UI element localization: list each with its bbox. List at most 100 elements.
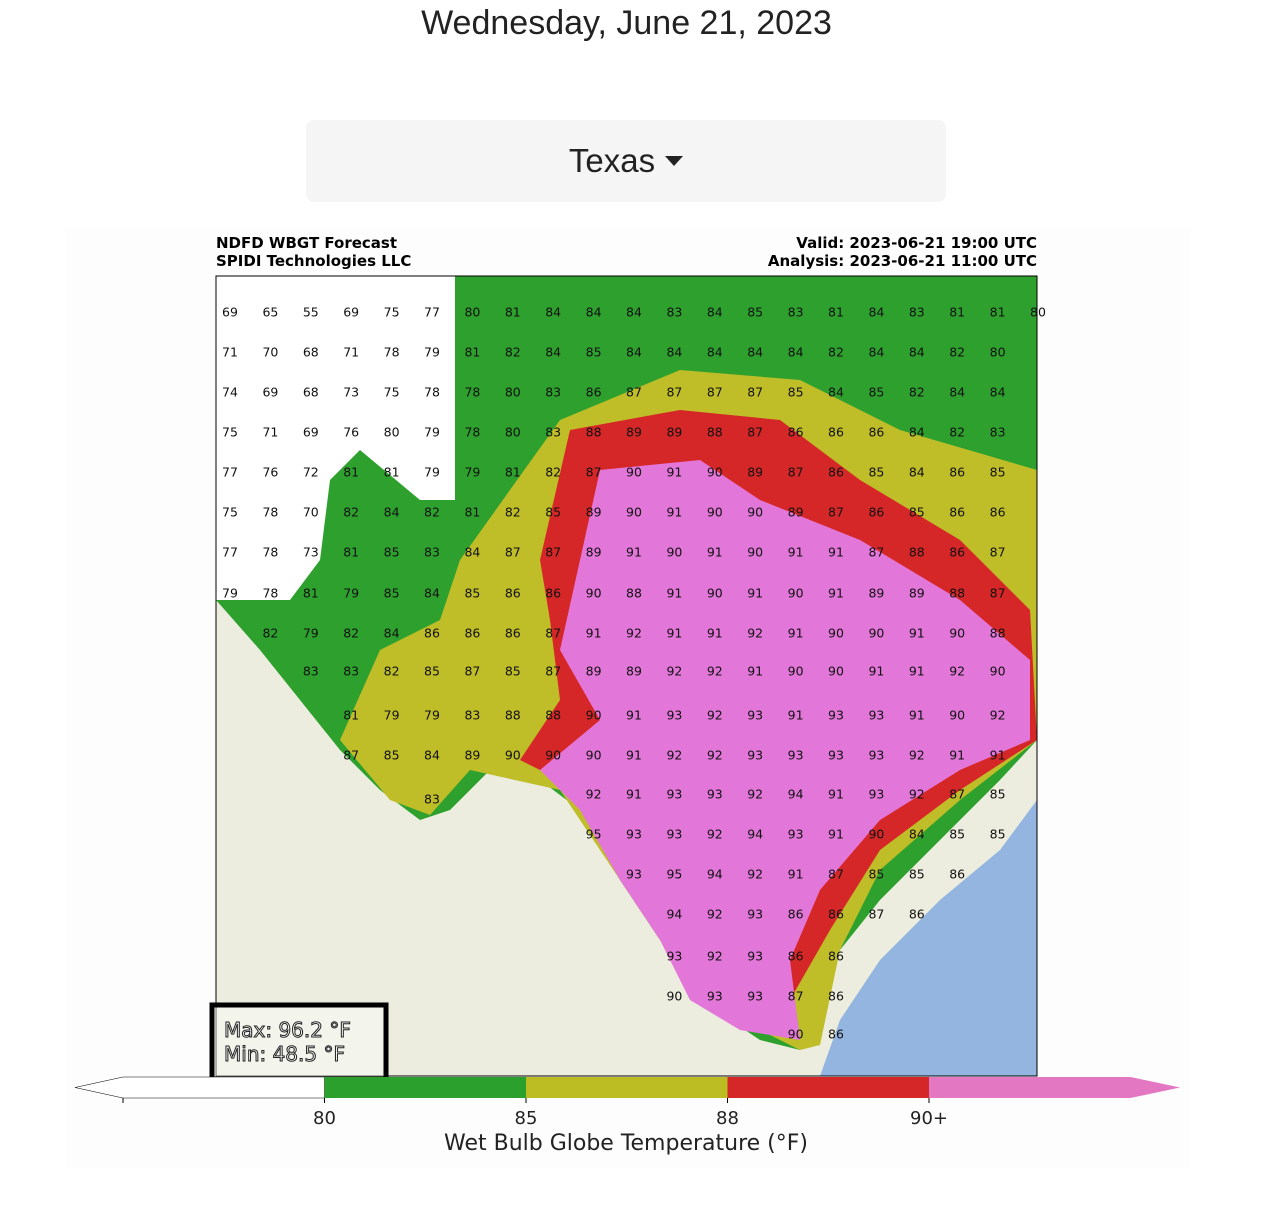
station-value: 93 (747, 907, 763, 922)
station-value: 89 (868, 586, 884, 601)
station-value: 85 (545, 505, 561, 520)
station-value: 86 (909, 907, 925, 922)
station-value: 93 (666, 708, 682, 723)
station-value: 87 (828, 505, 844, 520)
station-value: 92 (909, 748, 925, 763)
colorbar-tick-label: 88 (716, 1108, 739, 1129)
station-value: 89 (626, 425, 642, 440)
station-value: 83 (990, 425, 1006, 440)
station-value: 78 (262, 505, 278, 520)
station-value: 90 (868, 626, 884, 641)
colorbar-tick-label: 80 (313, 1108, 336, 1129)
station-value: 91 (909, 626, 925, 641)
station-value: 86 (949, 545, 965, 560)
map-area (215, 275, 1038, 1077)
station-value: 77 (222, 465, 238, 480)
station-value: 87 (747, 385, 763, 400)
station-value: 91 (666, 586, 682, 601)
station-value: 75 (222, 425, 238, 440)
station-value: 93 (828, 748, 844, 763)
station-value: 92 (707, 949, 723, 964)
station-value: 87 (586, 465, 602, 480)
station-value: 86 (828, 465, 844, 480)
station-value: 91 (747, 664, 763, 679)
station-values: 69 65 55 69 75 77 80 81 84 84 84 83 84 85 83 81 84 83 81 81… (222, 305, 1046, 1042)
colorbar-segment (727, 1077, 929, 1098)
station-value: 91 (586, 626, 602, 641)
station-value: 83 (666, 305, 682, 320)
station-value: 89 (909, 586, 925, 601)
station-value: 93 (707, 989, 723, 1004)
station-value: 87 (868, 545, 884, 560)
station-value: 88 (707, 425, 723, 440)
station-value: 82 (384, 664, 400, 679)
station-value: 79 (464, 465, 480, 480)
station-value: 86 (788, 907, 804, 922)
station-value: 89 (626, 664, 642, 679)
max-value: Max: 96.2 °F (224, 1018, 351, 1042)
station-value: 87 (788, 465, 804, 480)
station-value: 84 (666, 345, 682, 360)
station-value: 80 (990, 345, 1006, 360)
station-value: 86 (828, 907, 844, 922)
station-value: 81 (990, 305, 1006, 320)
station-value: 88 (909, 545, 925, 560)
station-value: 90 (949, 708, 965, 723)
station-value: 84 (747, 345, 763, 360)
station-value: 84 (909, 425, 925, 440)
station-value: 88 (545, 708, 561, 723)
station-value: 82 (343, 626, 359, 641)
station-value: 84 (464, 545, 480, 560)
station-value: 86 (788, 425, 804, 440)
station-value: 89 (586, 545, 602, 560)
station-value: 90 (828, 664, 844, 679)
station-value: 69 (343, 305, 359, 320)
station-value: 91 (788, 545, 804, 560)
station-value: 92 (666, 748, 682, 763)
station-value: 85 (868, 867, 884, 882)
station-value: 86 (828, 989, 844, 1004)
station-value: 81 (828, 305, 844, 320)
station-value: 88 (626, 586, 642, 601)
station-value: 87 (990, 545, 1006, 560)
station-value: 87 (666, 385, 682, 400)
station-value: 93 (666, 827, 682, 842)
station-value: 85 (990, 465, 1006, 480)
station-value: 87 (505, 545, 521, 560)
station-value: 78 (262, 586, 278, 601)
station-value: 93 (747, 748, 763, 763)
station-value: 93 (626, 827, 642, 842)
station-value: 79 (424, 465, 440, 480)
station-value: 86 (505, 586, 521, 601)
map-title: NDFD WBGT Forecast (216, 234, 397, 252)
station-value: 87 (626, 385, 642, 400)
station-value: 81 (384, 465, 400, 480)
station-value: 85 (424, 664, 440, 679)
station-value: 91 (788, 626, 804, 641)
station-value: 94 (747, 827, 763, 842)
station-value: 86 (868, 425, 884, 440)
station-value: 90 (747, 545, 763, 560)
station-value: 71 (262, 425, 278, 440)
station-value: 69 (303, 425, 319, 440)
station-value: 84 (586, 305, 602, 320)
station-value: 80 (505, 385, 521, 400)
station-value: 92 (707, 748, 723, 763)
date-heading: Wednesday, June 21, 2023 (421, 4, 832, 42)
station-value: 73 (343, 385, 359, 400)
station-value: 90 (586, 708, 602, 723)
station-value: 91 (747, 586, 763, 601)
station-value: 83 (788, 305, 804, 320)
station-value: 86 (464, 626, 480, 641)
station-value: 91 (626, 748, 642, 763)
station-value: 84 (424, 586, 440, 601)
station-value: 87 (788, 989, 804, 1004)
station-value: 78 (262, 545, 278, 560)
station-value: 84 (545, 345, 561, 360)
dropdown-label: Texas (568, 142, 656, 179)
station-value: 71 (343, 345, 359, 360)
station-value: 82 (343, 505, 359, 520)
region-dropdown[interactable]: Texas (306, 120, 946, 202)
station-value: 92 (707, 827, 723, 842)
station-value: 93 (747, 949, 763, 964)
